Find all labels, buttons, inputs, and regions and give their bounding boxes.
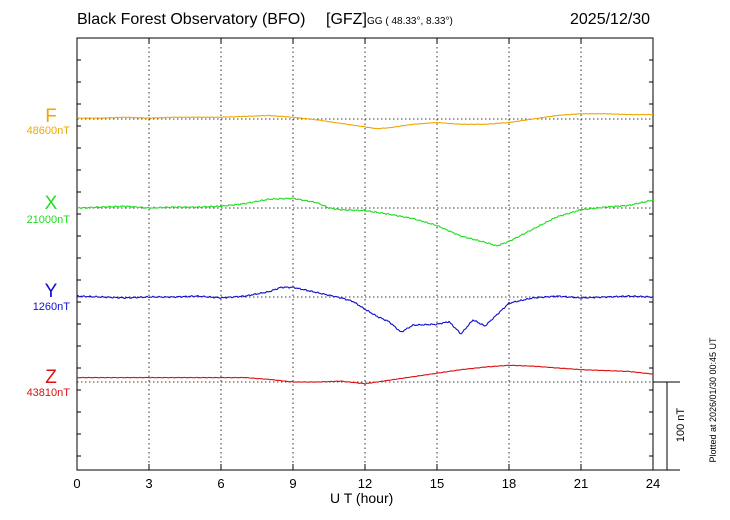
plot-date: 2025/12/30	[570, 11, 651, 28]
baseline-label-y: 1260nT	[33, 301, 71, 313]
baseline-label-f: 48600nT	[27, 125, 71, 137]
x-tick-label: 15	[430, 476, 444, 491]
series-line-z	[76, 364, 654, 385]
x-tick-label: 21	[574, 476, 588, 491]
series-line-y	[76, 286, 654, 335]
series-line-x	[76, 197, 654, 247]
series-label-x: X	[45, 193, 58, 214]
series-label-y: Y	[45, 281, 58, 302]
x-tick-label: 6	[217, 476, 224, 491]
series-label-z: Z	[45, 367, 57, 388]
x-tick-label: 0	[73, 476, 80, 491]
x-tick-label: 18	[502, 476, 516, 491]
station-title: Black Forest Observatory (BFO)	[77, 11, 306, 28]
x-tick-label: 12	[358, 476, 372, 491]
station-coordinates: GG ( 48.33°, 8.33°)	[367, 16, 453, 27]
x-tick-label: 24	[646, 476, 660, 491]
baseline-label-x: 21000nT	[27, 214, 71, 226]
series-label-f: F	[45, 106, 57, 127]
x-axis-label: U T (hour)	[330, 490, 394, 506]
scale-bar-label: 100 nT	[675, 408, 687, 443]
institute-label: [GFZ]	[326, 11, 367, 28]
x-tick-label: 3	[145, 476, 152, 491]
baseline-label-z: 43810nT	[27, 387, 71, 399]
series-line-f	[76, 112, 653, 130]
x-tick-label: 9	[289, 476, 296, 491]
plotted-timestamp: Plotted at 2026/01/30 00:45 UT	[708, 337, 718, 463]
